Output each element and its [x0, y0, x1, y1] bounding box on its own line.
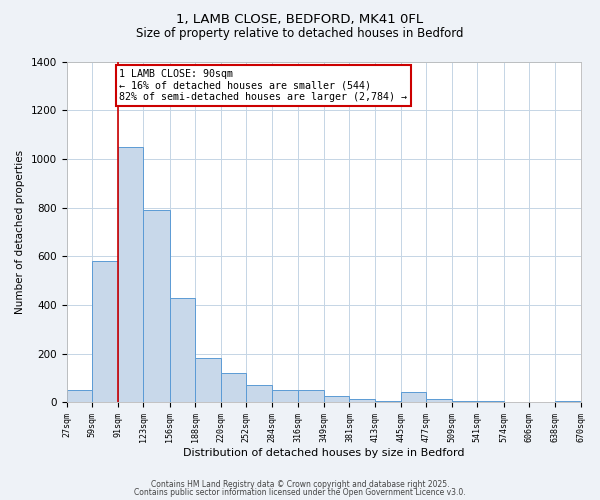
Bar [452, 401, 478, 402]
Bar [324, 396, 349, 402]
Bar [349, 398, 375, 402]
Bar [170, 298, 195, 402]
Bar [426, 398, 452, 402]
Bar [298, 390, 324, 402]
Text: Contains public sector information licensed under the Open Government Licence v3: Contains public sector information licen… [134, 488, 466, 497]
Bar [143, 210, 170, 402]
Text: 1 LAMB CLOSE: 90sqm
← 16% of detached houses are smaller (544)
82% of semi-detac: 1 LAMB CLOSE: 90sqm ← 16% of detached ho… [119, 69, 407, 102]
Bar [375, 401, 401, 402]
X-axis label: Distribution of detached houses by size in Bedford: Distribution of detached houses by size … [183, 448, 464, 458]
Bar [118, 146, 143, 402]
Bar [221, 373, 247, 402]
Bar [195, 358, 221, 402]
Bar [555, 401, 580, 402]
Bar [67, 390, 92, 402]
Bar [478, 401, 504, 402]
Bar [92, 261, 118, 402]
Bar [272, 390, 298, 402]
Text: Size of property relative to detached houses in Bedford: Size of property relative to detached ho… [136, 28, 464, 40]
Bar [247, 385, 272, 402]
Y-axis label: Number of detached properties: Number of detached properties [15, 150, 25, 314]
Bar [401, 392, 426, 402]
Text: Contains HM Land Registry data © Crown copyright and database right 2025.: Contains HM Land Registry data © Crown c… [151, 480, 449, 489]
Text: 1, LAMB CLOSE, BEDFORD, MK41 0FL: 1, LAMB CLOSE, BEDFORD, MK41 0FL [176, 12, 424, 26]
